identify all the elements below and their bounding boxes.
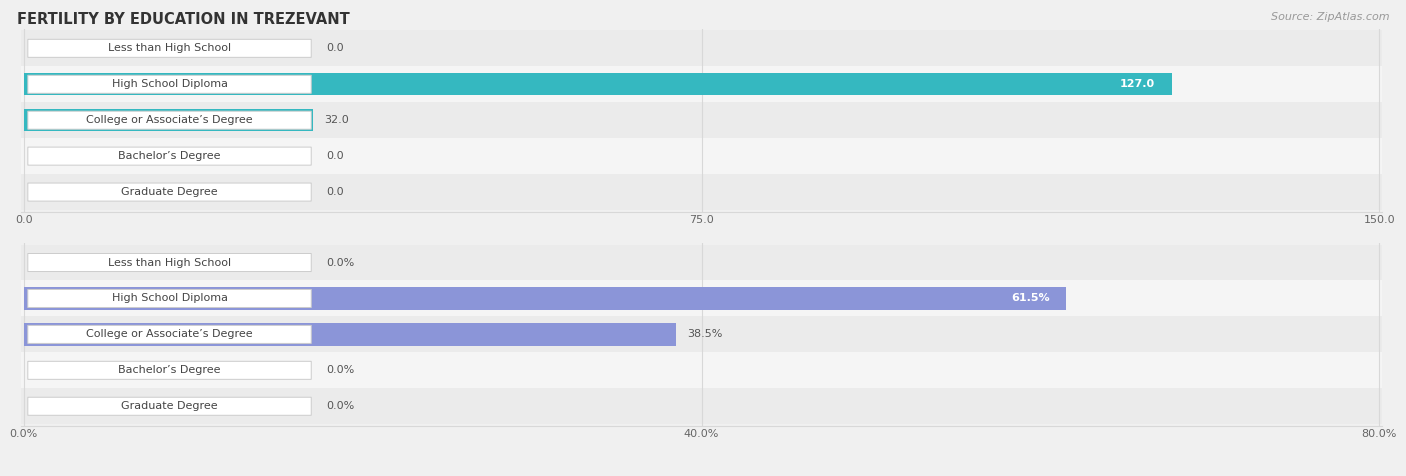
Bar: [0, 66, 1406, 102]
Text: 0.0: 0.0: [326, 43, 343, 53]
Text: College or Associate’s Degree: College or Associate’s Degree: [86, 329, 253, 339]
FancyBboxPatch shape: [28, 289, 311, 307]
Text: Graduate Degree: Graduate Degree: [121, 187, 218, 197]
FancyBboxPatch shape: [28, 40, 311, 57]
Text: 0.0%: 0.0%: [326, 401, 354, 411]
FancyBboxPatch shape: [28, 183, 311, 201]
Bar: [0, 138, 1406, 174]
Bar: [24, 109, 314, 131]
Text: 38.5%: 38.5%: [688, 329, 723, 339]
Text: College or Associate’s Degree: College or Associate’s Degree: [86, 115, 253, 125]
Text: Bachelor’s Degree: Bachelor’s Degree: [118, 365, 221, 375]
Bar: [0, 30, 1406, 66]
FancyBboxPatch shape: [28, 75, 311, 93]
Text: 0.0: 0.0: [326, 151, 343, 161]
Text: 127.0: 127.0: [1121, 79, 1156, 89]
FancyBboxPatch shape: [28, 111, 311, 129]
Bar: [0, 352, 1406, 388]
Text: High School Diploma: High School Diploma: [111, 294, 228, 304]
Bar: [24, 288, 1066, 309]
Text: 61.5%: 61.5%: [1011, 294, 1050, 304]
Text: FERTILITY BY EDUCATION IN TREZEVANT: FERTILITY BY EDUCATION IN TREZEVANT: [17, 12, 350, 27]
Bar: [24, 323, 676, 346]
Bar: [0, 174, 1406, 210]
Text: 32.0: 32.0: [323, 115, 349, 125]
FancyBboxPatch shape: [28, 397, 311, 415]
Bar: [24, 73, 1171, 95]
Text: Less than High School: Less than High School: [108, 43, 231, 53]
Bar: [0, 102, 1406, 138]
Text: Source: ZipAtlas.com: Source: ZipAtlas.com: [1271, 12, 1389, 22]
Text: Bachelor’s Degree: Bachelor’s Degree: [118, 151, 221, 161]
Text: 0.0%: 0.0%: [326, 365, 354, 375]
Text: Graduate Degree: Graduate Degree: [121, 401, 218, 411]
FancyBboxPatch shape: [28, 326, 311, 343]
Bar: [0, 388, 1406, 424]
FancyBboxPatch shape: [28, 361, 311, 379]
Text: Less than High School: Less than High School: [108, 258, 231, 268]
Bar: [0, 317, 1406, 352]
Text: High School Diploma: High School Diploma: [111, 79, 228, 89]
FancyBboxPatch shape: [28, 147, 311, 165]
Text: 0.0: 0.0: [326, 187, 343, 197]
Bar: [0, 245, 1406, 280]
Text: 0.0%: 0.0%: [326, 258, 354, 268]
Bar: [0, 280, 1406, 317]
FancyBboxPatch shape: [28, 254, 311, 271]
